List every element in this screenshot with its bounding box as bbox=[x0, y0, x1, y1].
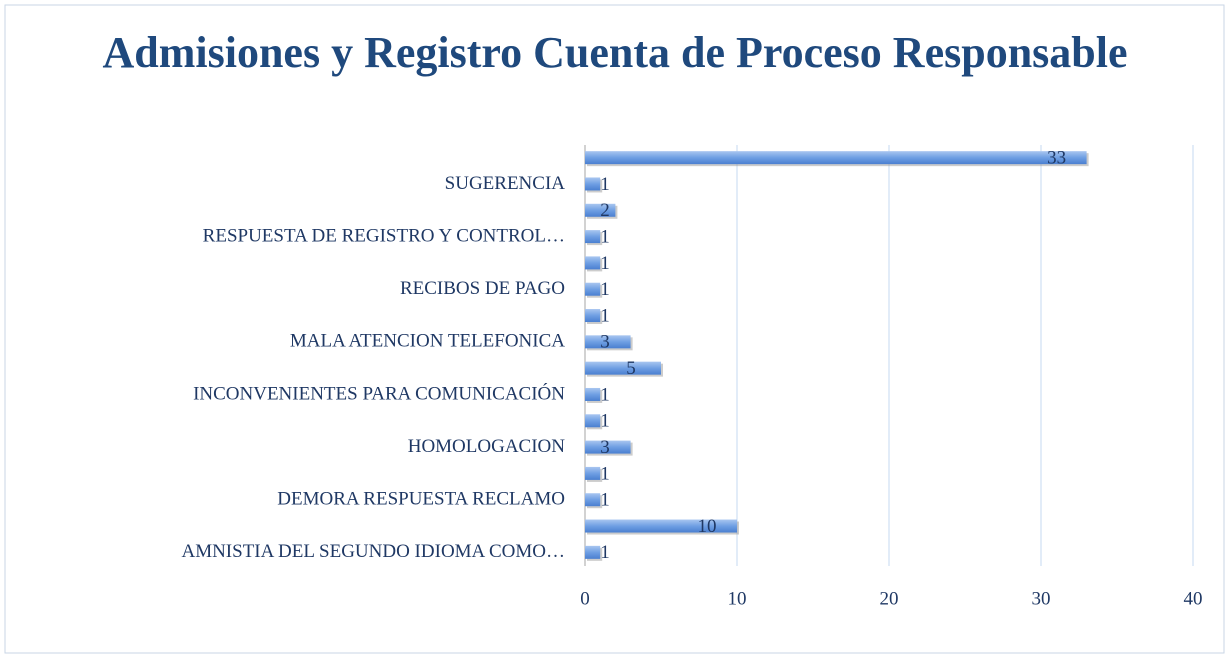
data-label: 3 bbox=[600, 332, 610, 353]
data-label: 10 bbox=[698, 516, 717, 537]
y-tick-label: RESPUESTA DE REGISTRO Y CONTROL… bbox=[203, 225, 565, 246]
x-tick-label: 0 bbox=[580, 588, 590, 609]
data-label: 33 bbox=[1047, 148, 1066, 169]
bar bbox=[585, 361, 661, 375]
data-label: 1 bbox=[600, 174, 610, 195]
bar bbox=[585, 466, 601, 480]
data-label: 2 bbox=[600, 200, 610, 221]
bar bbox=[585, 387, 601, 401]
data-label: 1 bbox=[600, 253, 610, 274]
data-label: 1 bbox=[600, 384, 610, 405]
data-label: 1 bbox=[600, 463, 610, 484]
bar bbox=[585, 230, 601, 244]
y-tick-label: INCONVENIENTES PARA COMUNICACIÓN bbox=[193, 382, 565, 404]
chart-border bbox=[4, 4, 1225, 654]
data-label: 1 bbox=[600, 279, 610, 300]
y-tick-label: HOMOLOGACION bbox=[408, 436, 566, 457]
bar bbox=[585, 309, 601, 323]
bar bbox=[585, 545, 601, 559]
bar bbox=[585, 177, 601, 191]
data-label: 1 bbox=[600, 226, 610, 247]
data-label: 1 bbox=[600, 305, 610, 326]
data-label: 1 bbox=[600, 411, 610, 432]
bar bbox=[585, 519, 737, 533]
y-tick-label: SUGERENCIA bbox=[445, 173, 566, 194]
bar bbox=[585, 203, 616, 217]
data-label: 5 bbox=[626, 358, 636, 379]
data-label: 1 bbox=[600, 542, 610, 563]
x-tick-label: 30 bbox=[1032, 588, 1051, 609]
bar bbox=[585, 440, 631, 454]
x-tick-label: 20 bbox=[880, 588, 899, 609]
bar bbox=[585, 493, 601, 507]
data-label: 3 bbox=[600, 437, 610, 458]
chart-title: Admisiones y Registro Cuenta de Proceso … bbox=[102, 28, 1128, 77]
bar bbox=[585, 414, 601, 428]
bar bbox=[585, 151, 1087, 165]
y-tick-label: AMNISTIA DEL SEGUNDO IDIOMA COMO… bbox=[181, 541, 565, 562]
x-tick-label: 40 bbox=[1184, 588, 1203, 609]
bar bbox=[585, 256, 601, 270]
y-tick-label: RECIBOS DE PAGO bbox=[400, 278, 565, 299]
data-label: 1 bbox=[600, 490, 610, 511]
x-tick-label: 10 bbox=[728, 588, 747, 609]
bar bbox=[585, 282, 601, 296]
bar bbox=[585, 335, 631, 349]
y-tick-label: DEMORA RESPUESTA RECLAMO bbox=[277, 489, 565, 510]
y-tick-label: MALA ATENCION TELEFONICA bbox=[290, 331, 565, 352]
